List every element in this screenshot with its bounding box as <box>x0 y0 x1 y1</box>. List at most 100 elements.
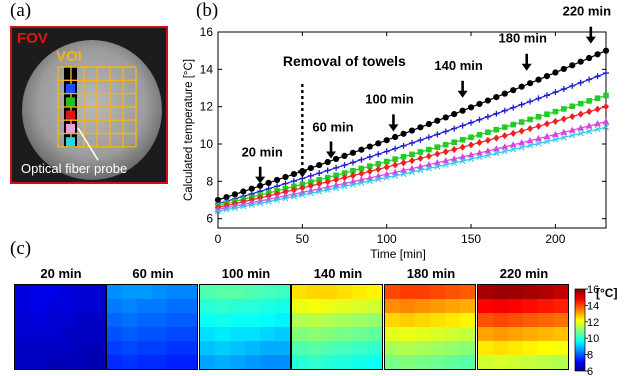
heatmap-cell <box>292 327 308 342</box>
series-marker <box>333 185 340 192</box>
series-marker <box>341 174 348 182</box>
series-marker <box>569 112 576 121</box>
series-marker <box>442 141 449 148</box>
heatmap-cell <box>200 355 216 369</box>
series-marker <box>577 79 584 86</box>
heatmap-cell <box>107 285 123 300</box>
series-marker <box>231 191 238 198</box>
series-marker <box>577 100 584 107</box>
series-marker <box>552 69 559 76</box>
series-marker <box>493 126 500 133</box>
heatmap-cell <box>367 313 382 328</box>
heatmap-cell <box>352 341 368 356</box>
series-marker <box>358 165 365 172</box>
heatmap-cell <box>167 299 183 314</box>
heatmap-cell <box>553 285 568 300</box>
annotation-label: 140 min <box>434 58 482 73</box>
series-marker <box>476 116 483 123</box>
series-marker <box>400 130 407 137</box>
heatmap-cell <box>152 313 168 328</box>
series-marker <box>358 179 365 186</box>
series-marker <box>409 151 415 158</box>
series-marker <box>518 127 525 135</box>
heatmap-cell <box>460 285 475 300</box>
series-marker <box>527 125 534 133</box>
heatmap-cell <box>137 285 153 300</box>
series-marker <box>290 170 298 178</box>
series-marker <box>459 153 467 160</box>
annotation-arrowhead <box>326 151 337 159</box>
series-marker <box>442 148 449 156</box>
heatmap-cell <box>122 285 138 300</box>
series-marker <box>392 133 399 141</box>
heatmap-cell <box>215 299 231 314</box>
heatmap-cell <box>167 341 183 356</box>
series-marker <box>459 107 466 114</box>
y-tick-label: 12 <box>200 100 214 114</box>
series-marker <box>442 128 449 135</box>
series-marker <box>274 190 281 198</box>
series-marker <box>603 92 609 99</box>
series-marker <box>257 200 264 207</box>
series-marker <box>476 139 483 147</box>
series-marker <box>484 136 491 144</box>
heatmap-cell <box>478 313 494 328</box>
series-marker <box>560 65 567 73</box>
plot-frame <box>217 31 607 229</box>
series-marker <box>451 145 458 154</box>
heatmap <box>477 284 569 370</box>
annotation-arrowhead <box>585 36 596 44</box>
heatmap-cell <box>152 285 168 300</box>
series-marker <box>290 186 297 194</box>
y-tick-label: 10 <box>200 137 214 151</box>
series-marker <box>409 169 415 176</box>
heatmap-cell <box>45 299 61 314</box>
series-marker <box>603 70 609 77</box>
series-marker <box>476 100 483 108</box>
heatmap-cell <box>460 299 475 314</box>
heatmap-cell <box>275 355 290 369</box>
series-marker <box>535 114 542 120</box>
heatmap-cell <box>107 327 123 342</box>
heatmap-cell <box>493 299 509 314</box>
series-marker <box>341 162 348 169</box>
heatmap-cell <box>385 355 401 369</box>
heatmap-cell <box>260 341 276 356</box>
series-marker <box>594 120 601 127</box>
series-marker <box>282 188 289 196</box>
series-marker <box>408 127 416 134</box>
series-marker <box>510 87 517 94</box>
voi-grid <box>57 66 137 148</box>
heatmap-cell <box>137 341 153 356</box>
heatmap-cell <box>275 327 290 342</box>
series-marker <box>543 138 550 145</box>
heatmap-cell <box>90 299 105 314</box>
heatmap-label: 220 min <box>499 266 549 281</box>
series-marker <box>240 203 247 210</box>
heatmap-cell <box>30 327 46 342</box>
series-marker <box>400 170 407 177</box>
series-marker <box>476 131 483 138</box>
heatmap-cell <box>230 327 246 342</box>
heatmap-cell <box>322 327 338 342</box>
heatmap-cell <box>30 313 46 328</box>
series-marker <box>425 152 432 160</box>
heatmap-cell <box>245 327 261 342</box>
series-marker <box>324 167 331 174</box>
heatmap-cell <box>415 285 431 300</box>
series-marker <box>577 110 584 118</box>
series-marker <box>341 183 348 190</box>
heatmap-cell <box>352 299 368 314</box>
chart-series <box>214 47 610 215</box>
heatmap-cell <box>478 355 494 369</box>
heatmap-cell <box>200 299 216 314</box>
heatmap-label: 140 min <box>313 266 363 281</box>
x-axis-label: Time [min] <box>370 247 426 261</box>
colorbar-tick-label: 12 <box>587 317 599 329</box>
series-marker <box>231 205 238 212</box>
heatmap-canvas <box>107 285 197 369</box>
colorbar-tick-label: 10 <box>587 333 599 345</box>
series-marker <box>375 151 382 158</box>
series-marker <box>459 157 466 164</box>
series-marker <box>383 148 390 155</box>
